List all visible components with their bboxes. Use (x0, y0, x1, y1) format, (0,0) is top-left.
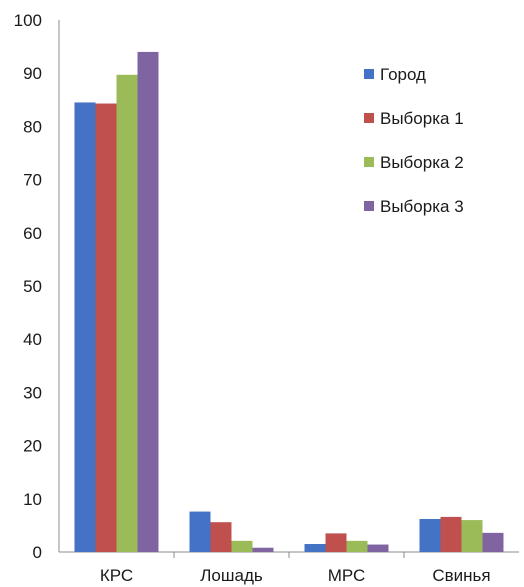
category-label: КРС (100, 566, 133, 585)
legend-swatch (364, 69, 374, 79)
y-tick-label: 50 (23, 277, 42, 296)
bar-2-3 (325, 533, 347, 552)
y-tick-label: 90 (23, 64, 42, 83)
x-category-ticks (173, 552, 405, 558)
bars (74, 51, 504, 553)
y-tick-label: 0 (33, 543, 42, 562)
y-tick-label: 30 (23, 383, 42, 402)
bar-3-2 (231, 540, 253, 552)
legend-label: Город (380, 65, 426, 84)
bar-4-2 (252, 547, 274, 552)
bar-1-4 (419, 519, 441, 552)
bar-3-1 (116, 74, 138, 553)
legend-swatch (364, 201, 374, 211)
bar-3-3 (346, 540, 368, 552)
category-label: Лошадь (200, 566, 263, 585)
bar-3-4 (461, 520, 483, 552)
bar-1-1 (74, 102, 96, 553)
category-label: Свинья (432, 566, 490, 585)
y-tick-labels: 0 10 20 30 40 50 60 70 80 90 100 (14, 11, 42, 562)
category-label: МРС (328, 566, 366, 585)
bar-1-3 (304, 544, 326, 552)
bar-2-4 (440, 516, 462, 552)
bar-2-1 (95, 103, 117, 553)
bar-4-1 (137, 51, 159, 553)
y-tick-label: 40 (23, 330, 42, 349)
y-tick-label: 10 (23, 490, 42, 509)
y-tick-label: 80 (23, 117, 42, 136)
bar-4-3 (367, 544, 389, 552)
legend-label: Выборка 3 (380, 197, 464, 216)
legend-swatch (364, 113, 374, 123)
legend-swatch (364, 157, 374, 167)
bar-2-2 (210, 522, 232, 552)
y-tick-label: 20 (23, 437, 42, 456)
y-tick-label: 70 (23, 171, 42, 190)
y-tick-label: 60 (23, 224, 42, 243)
legend: Город Выборка 1 Выборка 2 Выборка 3 (364, 65, 464, 216)
bar-1-2 (189, 511, 211, 552)
legend-label: Выборка 2 (380, 153, 464, 172)
bar-4-4 (482, 532, 504, 552)
y-tick-label: 100 (14, 11, 42, 30)
category-labels: КРС Лошадь МРС Свинья (100, 566, 491, 585)
legend-label: Выборка 1 (380, 109, 464, 128)
